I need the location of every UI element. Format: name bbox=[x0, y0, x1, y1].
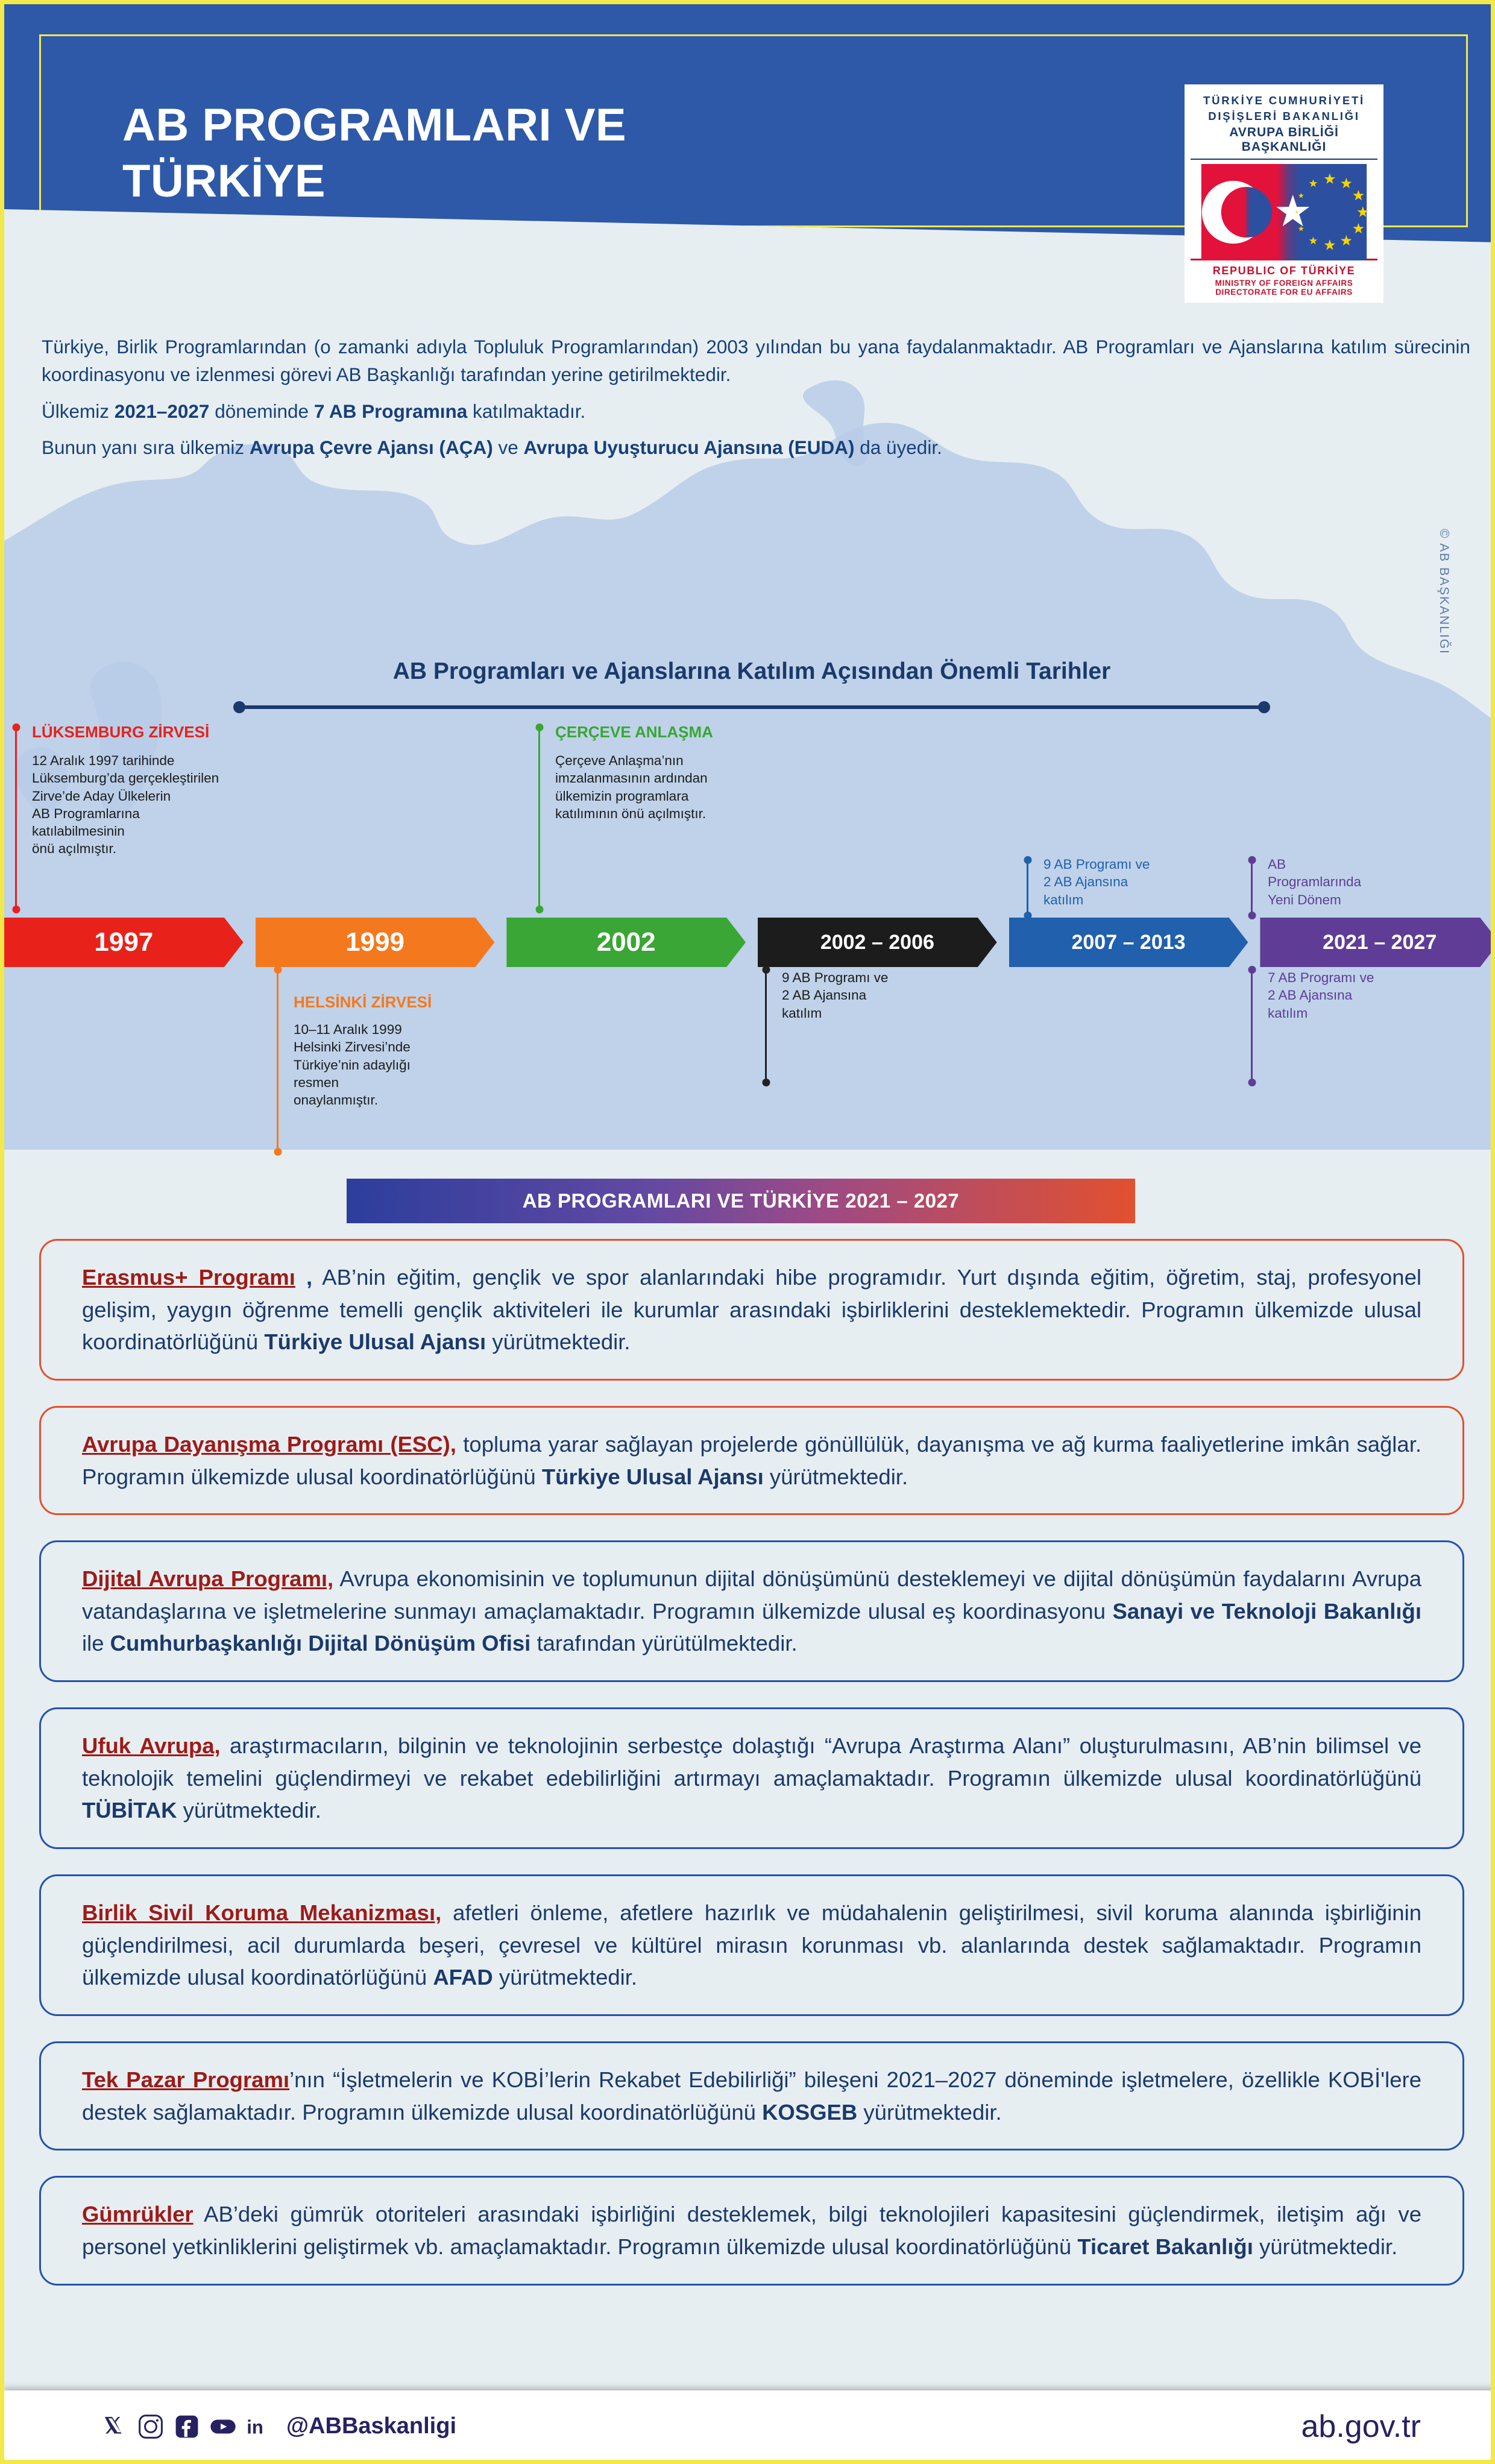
svg-text:in: in bbox=[247, 2416, 263, 2437]
